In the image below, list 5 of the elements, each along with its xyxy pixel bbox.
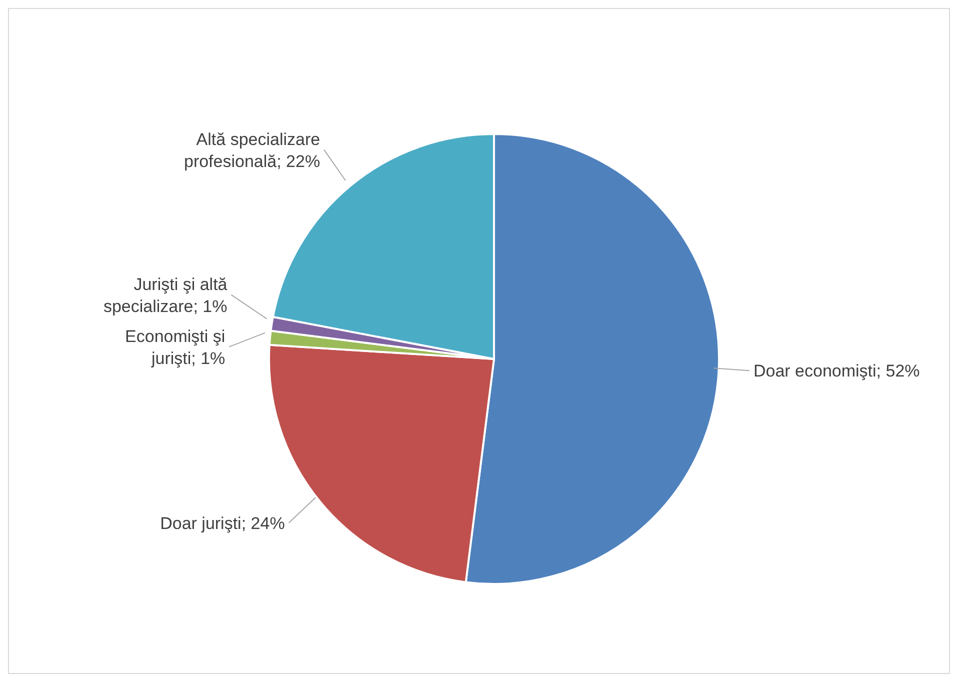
slice-label: Altă specializare profesională; 22%	[184, 129, 320, 170]
slice-label: Economişti şi jurişti; 1%	[125, 326, 226, 368]
slice-label: Doar jurişti; 24%	[160, 513, 285, 532]
slice-label: Doar economişti; 52%	[753, 361, 920, 380]
slice-label: Jurişti şi altă specializare; 1%	[103, 274, 228, 316]
